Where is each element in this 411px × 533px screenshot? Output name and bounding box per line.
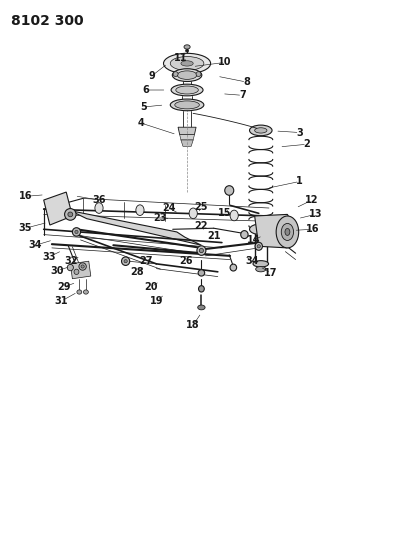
Text: 16: 16 — [306, 224, 320, 235]
Ellipse shape — [122, 257, 130, 265]
Polygon shape — [178, 127, 196, 135]
Circle shape — [294, 230, 297, 234]
Ellipse shape — [176, 86, 199, 94]
Circle shape — [230, 210, 238, 221]
Polygon shape — [70, 211, 201, 245]
Text: 18: 18 — [187, 320, 200, 330]
Text: 33: 33 — [42, 252, 56, 262]
Ellipse shape — [255, 243, 263, 251]
Text: 27: 27 — [139, 256, 153, 266]
Ellipse shape — [198, 305, 205, 310]
Polygon shape — [181, 140, 193, 147]
Polygon shape — [180, 135, 194, 140]
Ellipse shape — [256, 266, 266, 272]
Text: 26: 26 — [179, 256, 193, 266]
Ellipse shape — [230, 264, 237, 271]
Text: 13: 13 — [309, 209, 322, 220]
Text: 30: 30 — [51, 266, 64, 276]
Polygon shape — [70, 261, 91, 279]
Text: 9: 9 — [148, 71, 155, 81]
Text: 17: 17 — [264, 268, 278, 278]
Ellipse shape — [81, 265, 84, 268]
Text: 29: 29 — [58, 282, 71, 292]
Ellipse shape — [124, 260, 127, 263]
Ellipse shape — [173, 71, 178, 76]
Text: 15: 15 — [218, 208, 232, 219]
Ellipse shape — [170, 56, 204, 70]
Ellipse shape — [197, 246, 206, 255]
Text: 35: 35 — [18, 223, 32, 233]
Ellipse shape — [75, 230, 78, 233]
Circle shape — [288, 219, 291, 223]
Text: 34: 34 — [246, 256, 259, 266]
Ellipse shape — [198, 270, 205, 276]
Circle shape — [136, 205, 144, 215]
Ellipse shape — [255, 128, 267, 133]
Ellipse shape — [67, 264, 74, 271]
Ellipse shape — [241, 231, 248, 239]
Ellipse shape — [74, 269, 79, 274]
Text: 5: 5 — [140, 102, 147, 112]
Text: 10: 10 — [218, 58, 232, 67]
Ellipse shape — [72, 228, 81, 236]
Text: 32: 32 — [65, 256, 78, 266]
Ellipse shape — [225, 185, 234, 195]
Text: 20: 20 — [145, 282, 158, 292]
Text: 25: 25 — [195, 202, 208, 212]
Ellipse shape — [175, 101, 199, 109]
Text: 36: 36 — [92, 195, 106, 205]
Circle shape — [279, 223, 282, 227]
Ellipse shape — [184, 45, 190, 49]
Text: 14: 14 — [247, 235, 261, 245]
Ellipse shape — [164, 53, 210, 74]
Ellipse shape — [285, 229, 290, 236]
Ellipse shape — [79, 263, 86, 270]
Ellipse shape — [170, 99, 204, 111]
Polygon shape — [44, 192, 72, 225]
Text: 19: 19 — [150, 296, 164, 306]
Ellipse shape — [181, 61, 193, 66]
Ellipse shape — [171, 84, 203, 96]
Ellipse shape — [83, 290, 88, 294]
Ellipse shape — [199, 248, 203, 253]
Ellipse shape — [65, 208, 76, 220]
Text: 11: 11 — [174, 53, 188, 63]
Ellipse shape — [249, 224, 272, 235]
Circle shape — [95, 203, 103, 213]
Text: 3: 3 — [296, 127, 303, 138]
Ellipse shape — [249, 125, 272, 136]
Ellipse shape — [281, 223, 293, 240]
Text: 28: 28 — [130, 267, 143, 277]
Text: 34: 34 — [29, 240, 42, 250]
Ellipse shape — [185, 50, 189, 52]
Text: 23: 23 — [153, 213, 166, 223]
Circle shape — [189, 208, 197, 219]
Text: 21: 21 — [207, 231, 220, 241]
Circle shape — [288, 241, 291, 245]
Ellipse shape — [68, 212, 73, 217]
Text: 2: 2 — [304, 139, 310, 149]
Text: 31: 31 — [55, 296, 68, 306]
Ellipse shape — [257, 245, 261, 248]
Ellipse shape — [172, 69, 202, 82]
Text: 8102 300: 8102 300 — [11, 14, 83, 28]
Text: 7: 7 — [239, 90, 246, 100]
Text: 16: 16 — [19, 191, 33, 201]
Text: 8: 8 — [243, 77, 250, 87]
Ellipse shape — [199, 286, 204, 292]
Ellipse shape — [77, 290, 82, 294]
Text: 12: 12 — [305, 195, 319, 205]
Text: 24: 24 — [162, 203, 175, 213]
Polygon shape — [255, 214, 293, 248]
Text: 1: 1 — [296, 176, 303, 187]
Circle shape — [279, 237, 282, 241]
Ellipse shape — [177, 71, 197, 79]
Ellipse shape — [253, 261, 268, 267]
Text: 22: 22 — [195, 221, 208, 231]
Text: 4: 4 — [137, 118, 144, 128]
Ellipse shape — [196, 71, 201, 76]
Text: 6: 6 — [143, 85, 150, 95]
Ellipse shape — [276, 216, 299, 248]
